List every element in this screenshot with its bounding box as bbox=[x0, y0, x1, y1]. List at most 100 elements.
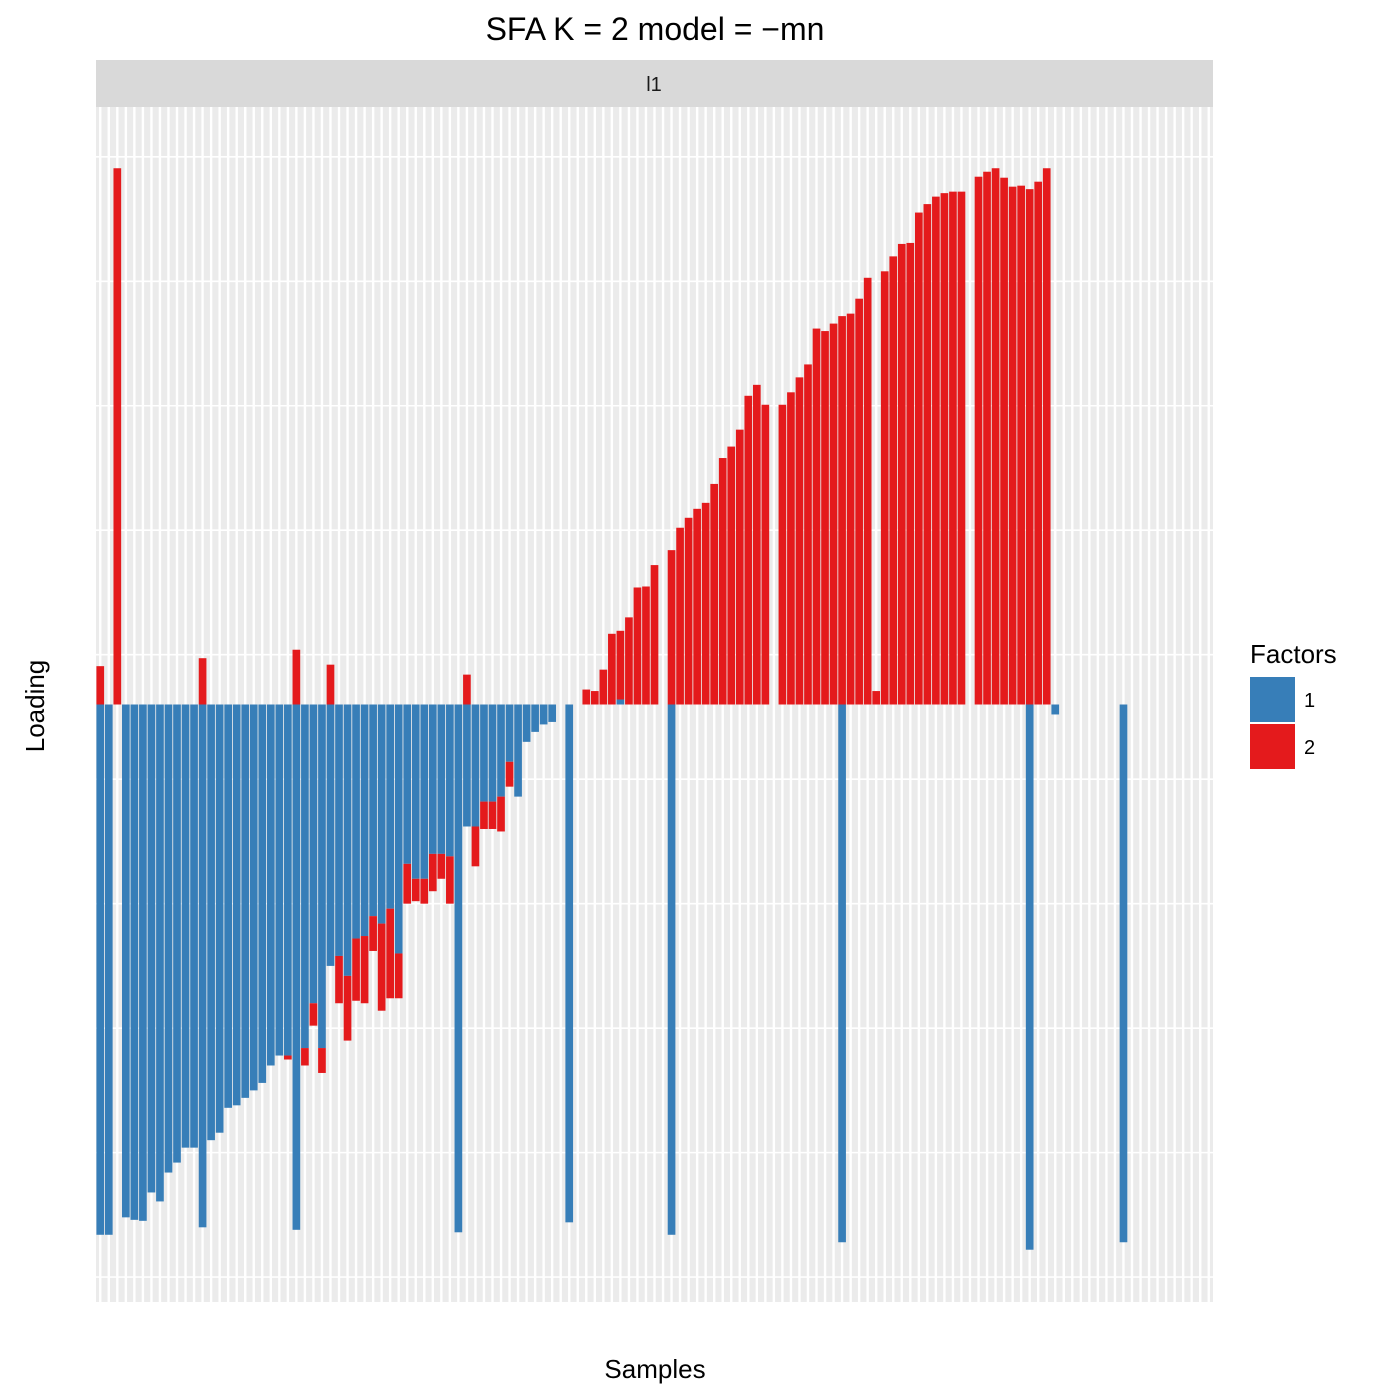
bar-factor-2-sample-29 bbox=[335, 955, 343, 1004]
bar-factor-2-sample-102 bbox=[957, 191, 966, 705]
bar-factor-1-sample-20 bbox=[258, 704, 267, 1083]
bar-factor-1-sample-35 bbox=[386, 704, 395, 909]
bar-factor-1-sample-10 bbox=[173, 704, 181, 1163]
bar-factor-2-sample-72 bbox=[701, 502, 710, 705]
bar-factor-1-sample-12 bbox=[190, 704, 198, 1148]
bar-factor-1-sample-42 bbox=[446, 704, 454, 857]
bar-factor-1-sample-40 bbox=[428, 704, 437, 854]
x-axis-title: Samples bbox=[604, 1354, 705, 1384]
bar-factor-2-sample-85 bbox=[812, 328, 821, 705]
bar-factor-2-sample-83 bbox=[795, 377, 804, 705]
bar-factor-1-sample-37 bbox=[403, 704, 412, 864]
bar-factor-2-sample-112 bbox=[1042, 168, 1051, 705]
bar-factor-2-sample-49 bbox=[505, 761, 514, 787]
bar-factor-1-sample-62 bbox=[616, 699, 625, 705]
bar-factor-2-sample-1 bbox=[96, 666, 105, 705]
bar-factor-1-sample-54 bbox=[548, 704, 557, 722]
bar-factor-2-sample-79 bbox=[761, 404, 770, 705]
bar-factor-2-sample-111 bbox=[1034, 181, 1043, 705]
bar-factor-2-sample-36 bbox=[394, 953, 403, 999]
legend-title: Factors bbox=[1250, 639, 1337, 669]
bar-factor-2-sample-108 bbox=[1008, 186, 1017, 705]
bar-factor-2-sample-35 bbox=[386, 908, 395, 999]
bar-factor-2-sample-93 bbox=[880, 271, 889, 705]
bar-factor-2-sample-33 bbox=[369, 916, 377, 951]
bar-factor-1-sample-121 bbox=[1119, 704, 1128, 1243]
bar-factor-1-sample-45 bbox=[471, 704, 480, 827]
bar-factor-1-sample-33 bbox=[369, 704, 377, 917]
bar-factor-1-sample-26 bbox=[309, 704, 318, 1004]
bar-factor-2-sample-78 bbox=[752, 384, 761, 705]
bar-factor-2-sample-40 bbox=[428, 853, 437, 892]
bar-factor-2-sample-96 bbox=[906, 242, 915, 705]
bar-factor-1-sample-52 bbox=[531, 704, 539, 732]
bar-factor-1-sample-6 bbox=[139, 704, 147, 1221]
bar-factor-1-sample-30 bbox=[343, 704, 352, 976]
bar-factor-2-sample-94 bbox=[889, 256, 898, 705]
legend-key-1 bbox=[1250, 677, 1295, 722]
bar-factor-2-sample-61 bbox=[608, 633, 616, 705]
bar-factor-1-sample-14 bbox=[207, 704, 215, 1141]
bar-factor-1-sample-31 bbox=[352, 704, 360, 939]
bar-factor-1-sample-11 bbox=[181, 704, 190, 1148]
bar-factor-2-sample-81 bbox=[778, 404, 787, 705]
bar-factor-1-sample-27 bbox=[318, 704, 326, 1049]
bar-factor-2-sample-69 bbox=[676, 527, 684, 705]
bar-factor-1-sample-44 bbox=[463, 704, 471, 827]
bar-factor-2-sample-70 bbox=[684, 517, 693, 705]
bar-factor-2-sample-37 bbox=[403, 863, 412, 904]
bar-factor-1-sample-8 bbox=[156, 704, 164, 1202]
bar-factor-2-sample-62 bbox=[616, 630, 625, 700]
bar-factor-2-sample-100 bbox=[940, 193, 949, 705]
bar-factor-1-sample-48 bbox=[497, 704, 505, 797]
bar-factor-2-sample-84 bbox=[804, 364, 812, 705]
bar-factor-1-sample-88 bbox=[838, 704, 846, 1243]
bar-factor-2-sample-38 bbox=[411, 878, 420, 902]
bar-factor-2-sample-23 bbox=[284, 1055, 292, 1060]
bar-factor-1-sample-17 bbox=[232, 704, 241, 1106]
bar-factor-1-sample-23 bbox=[284, 704, 292, 1056]
bar-factor-1-sample-110 bbox=[1025, 704, 1034, 1250]
bar-factor-2-sample-89 bbox=[846, 313, 855, 705]
bar-factor-2-sample-92 bbox=[872, 691, 881, 705]
bar-factor-2-sample-31 bbox=[352, 938, 360, 1001]
bar-factor-1-sample-1 bbox=[96, 704, 105, 1235]
bar-factor-1-sample-5 bbox=[130, 704, 139, 1220]
y-axis-title: Loading bbox=[20, 660, 50, 753]
bar-factor-1-sample-15 bbox=[215, 704, 224, 1133]
bar-factor-2-sample-105 bbox=[983, 171, 991, 705]
legend-key-2 bbox=[1250, 724, 1295, 769]
chart-title: SFA K = 2 model = −mn bbox=[486, 11, 825, 47]
bar-factor-1-sample-9 bbox=[164, 704, 173, 1173]
bar-factor-2-sample-74 bbox=[718, 458, 727, 705]
bar-factor-1-sample-36 bbox=[394, 704, 403, 954]
legend: Factors 1 2 bbox=[1250, 639, 1337, 769]
bar-factor-2-sample-109 bbox=[1017, 185, 1025, 705]
bar-factor-1-sample-29 bbox=[335, 704, 343, 956]
bar-factor-2-sample-82 bbox=[787, 392, 795, 705]
bar-factor-1-sample-18 bbox=[241, 704, 250, 1098]
bar-factor-2-sample-60 bbox=[599, 669, 608, 705]
bar-factor-1-sample-16 bbox=[224, 704, 233, 1108]
bar-factor-1-sample-28 bbox=[326, 704, 335, 966]
bar-factor-1-sample-13 bbox=[198, 704, 207, 1228]
bars bbox=[96, 168, 1128, 1250]
bar-factor-1-sample-43 bbox=[454, 704, 463, 1233]
bar-factor-2-sample-3 bbox=[113, 168, 122, 705]
facet-strip bbox=[96, 60, 1213, 107]
bar-factor-2-sample-41 bbox=[437, 853, 446, 879]
bar-factor-2-sample-44 bbox=[463, 674, 471, 705]
bar-factor-2-sample-63 bbox=[625, 617, 633, 705]
bar-factor-2-sample-32 bbox=[360, 936, 369, 1004]
bar-factor-2-sample-98 bbox=[923, 204, 932, 705]
bar-factor-1-sample-50 bbox=[514, 704, 522, 797]
bar-factor-1-sample-68 bbox=[667, 704, 676, 1235]
bar-factor-1-sample-49 bbox=[505, 704, 514, 762]
bar-factor-1-sample-46 bbox=[480, 704, 488, 802]
bar-factor-2-sample-27 bbox=[318, 1048, 326, 1073]
bar-factor-2-sample-88 bbox=[838, 316, 846, 705]
bar-factor-1-sample-19 bbox=[249, 704, 258, 1091]
bar-factor-2-sample-65 bbox=[642, 586, 650, 705]
bar-factor-2-sample-99 bbox=[932, 196, 940, 705]
bar-factor-2-sample-42 bbox=[446, 856, 454, 904]
